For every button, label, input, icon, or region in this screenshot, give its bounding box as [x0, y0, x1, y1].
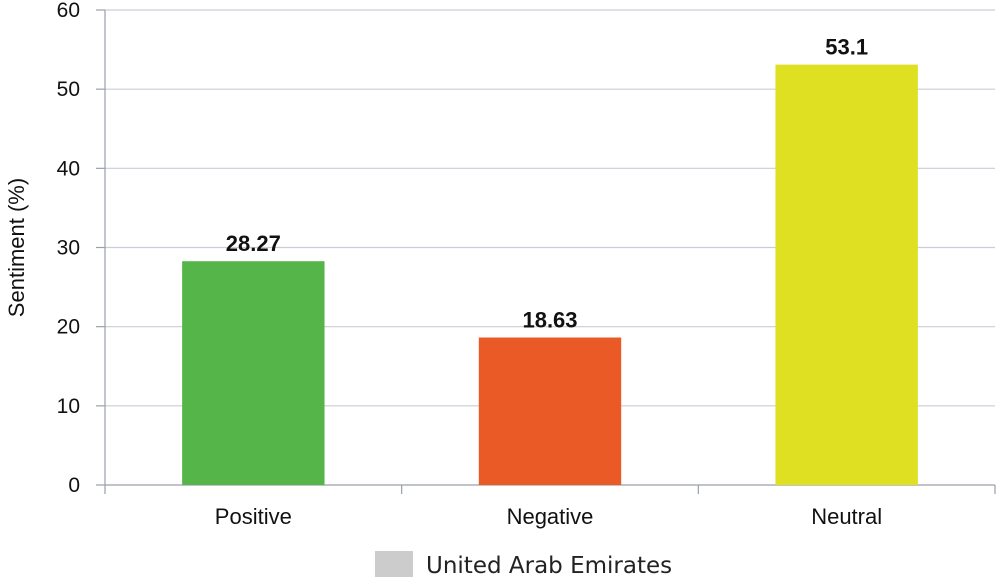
category-label-neutral: Neutral: [811, 504, 882, 529]
y-axis-ticks: 0 10 20 30 40 50 60: [57, 0, 105, 497]
y-tick-label: 0: [68, 474, 80, 497]
x-axis-ticks: [104, 485, 996, 494]
legend: United Arab Emirates: [375, 551, 672, 579]
legend-swatch: [375, 551, 413, 577]
data-label-negative: 18.63: [522, 308, 577, 333]
bars: [182, 64, 918, 485]
bar-negative: [478, 337, 622, 485]
bar-neutral: [775, 64, 918, 485]
category-label-positive: Positive: [215, 504, 292, 529]
bar-positive: [182, 261, 325, 485]
y-tick-label: 40: [57, 157, 80, 180]
y-axis-title: Sentiment (%): [4, 178, 29, 317]
y-tick-label: 60: [57, 0, 80, 22]
category-labels: Positive Negative Neutral: [215, 504, 882, 529]
y-tick-label: 50: [57, 78, 80, 101]
y-tick-label: 20: [57, 316, 80, 339]
y-tick-label: 30: [57, 237, 80, 260]
data-labels: 28.27 18.63 53.1: [226, 35, 868, 333]
category-label-negative: Negative: [507, 504, 594, 529]
data-label-neutral: 53.1: [825, 35, 868, 60]
data-label-positive: 28.27: [226, 231, 281, 256]
y-tick-label: 10: [57, 395, 80, 418]
legend-label: United Arab Emirates: [426, 553, 672, 579]
